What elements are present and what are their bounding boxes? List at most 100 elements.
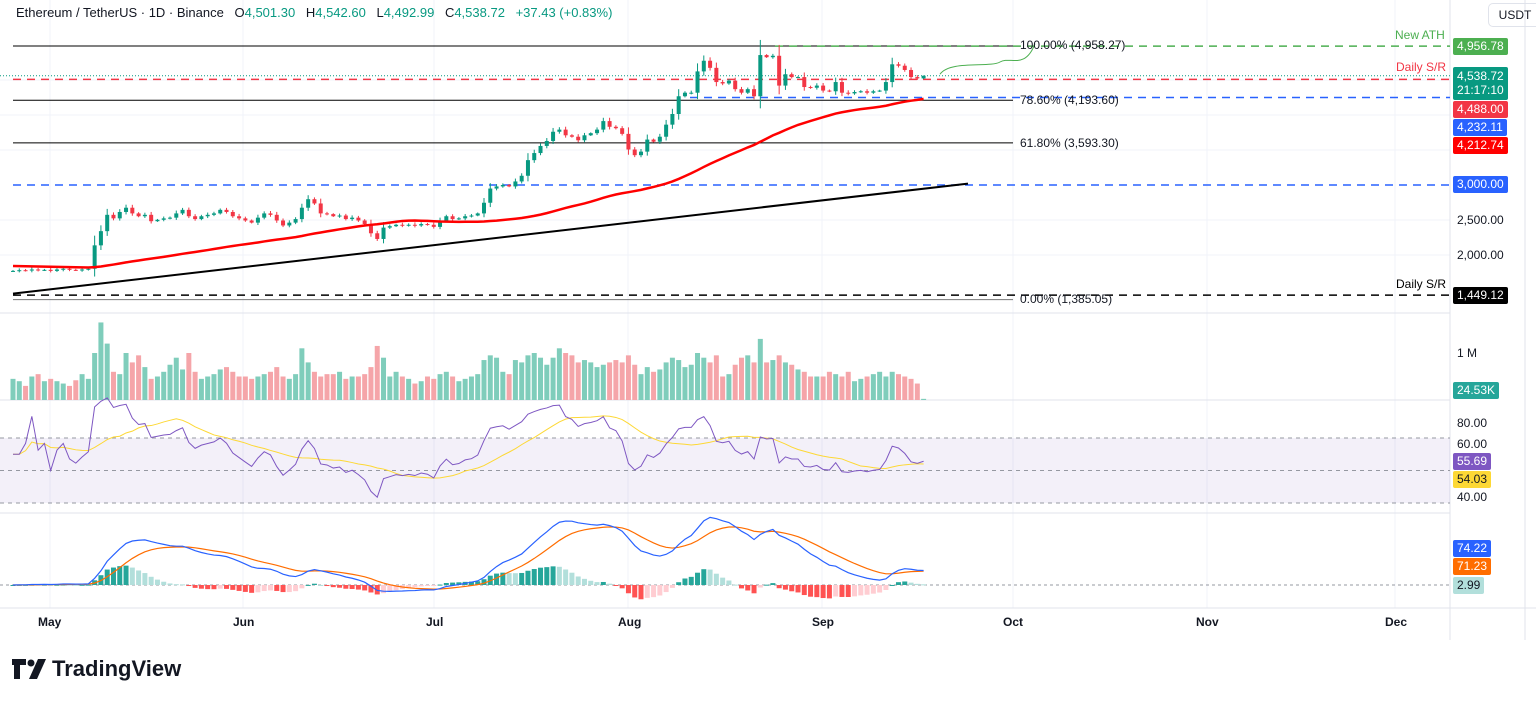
volume-bar [154, 376, 160, 400]
high-label: H [305, 5, 316, 20]
macd-histogram-bar [852, 585, 858, 597]
volume-bar [337, 371, 343, 400]
volume-bar [808, 376, 814, 400]
volume-bar [274, 367, 280, 400]
grid [0, 0, 1450, 608]
volume-bar [236, 376, 242, 400]
volume-bar [600, 364, 606, 400]
macd-histogram-bar [544, 567, 550, 585]
candle-body [268, 213, 273, 215]
candle-body [86, 268, 91, 270]
volume-bar [381, 357, 387, 400]
volume-bar [619, 362, 625, 400]
candle-body [846, 92, 851, 94]
macd-histogram-bar [512, 573, 518, 585]
volume-bar [230, 371, 236, 400]
macd-histogram-bar [519, 572, 525, 585]
candle-body [299, 207, 304, 220]
volume-bar [299, 348, 305, 400]
macd-histogram-bar [362, 585, 368, 591]
volume-bar [311, 371, 317, 400]
volume-bar [563, 353, 569, 400]
volume-bar [902, 376, 908, 400]
candle-body [733, 80, 738, 90]
candle-body [714, 67, 719, 83]
macd-histogram-bar [789, 585, 795, 592]
macd-histogram-bar [129, 567, 135, 585]
volume-bar [701, 357, 707, 400]
macd-histogram-bar [161, 581, 167, 585]
volume-bar [657, 369, 663, 400]
volume-bar [280, 376, 286, 400]
macd-histogram-bar [638, 585, 644, 600]
high-value: 4,542.60 [315, 5, 366, 20]
volume-bar [462, 378, 468, 400]
macd-histogram-bar [833, 585, 839, 597]
volume-bar [895, 374, 901, 400]
fib-100-label: 100.00% (4,958.27) [1020, 38, 1126, 52]
volume-bar [500, 371, 506, 400]
volume-bar [267, 371, 273, 400]
volume-bar [732, 364, 738, 400]
macd-histogram-bar [324, 585, 330, 587]
candle-body [61, 268, 66, 270]
macd-histogram-bar [676, 582, 682, 585]
rsi-tick: 60.00 [1457, 437, 1488, 451]
volume-bar [757, 338, 763, 400]
candle-body [513, 181, 518, 187]
volume-bar [98, 322, 104, 400]
volume-bar [594, 367, 600, 400]
candle-body [620, 128, 625, 134]
macd-histogram-bar [450, 582, 456, 585]
volume-bar [261, 374, 267, 400]
volume-bar [450, 376, 456, 400]
currency-button[interactable]: USDT [1488, 3, 1536, 27]
candle-body [331, 214, 336, 217]
volume-bar [908, 378, 914, 400]
macd-histogram-bar [494, 573, 500, 585]
volume-bar [538, 357, 544, 400]
volume-bar [531, 353, 537, 400]
volume-bar [104, 343, 110, 400]
candle-body [54, 269, 59, 271]
candle-body [482, 202, 486, 214]
macd-histogram-bar [330, 585, 336, 588]
fib-618-label: 61.80% (3,593.30) [1020, 136, 1119, 150]
volume-bar [293, 374, 299, 400]
volume-bar [726, 374, 732, 400]
macd-histogram-bar [525, 570, 531, 585]
candle-body [230, 211, 235, 217]
candle-body [255, 217, 260, 223]
volume-bar [833, 374, 839, 400]
volume-bar [776, 355, 782, 400]
volume-bar [525, 355, 531, 400]
tradingview-logo[interactable]: TradingView [12, 656, 181, 682]
symbol-title[interactable]: Ethereum / TetherUS · 1D · Binance [16, 5, 224, 20]
sma-50-line [12, 97, 924, 269]
macd-histogram-bar [173, 584, 179, 586]
candle-body [701, 60, 706, 72]
macd-histogram-bar [895, 582, 901, 585]
candle-body [588, 133, 593, 136]
macd-histogram-bar [198, 585, 204, 589]
macd-histogram-bar [751, 585, 757, 594]
volume-bar [638, 374, 644, 400]
volume-bar [330, 374, 336, 400]
volume-bar [406, 378, 412, 400]
macd-histogram-bar [902, 581, 908, 585]
pane-separators [0, 0, 1536, 640]
macd-histogram-bar [381, 585, 387, 594]
candle-body [469, 215, 474, 217]
volume-bar [569, 355, 575, 400]
macd-histogram-bar [211, 585, 217, 590]
macd-histogram-bar [180, 584, 186, 586]
macd-histogram-bar [343, 585, 349, 589]
volume-bar [651, 371, 657, 400]
macd-histogram-bar [412, 585, 418, 588]
macd-histogram-bar [355, 585, 361, 590]
horizontal-levels [0, 45, 1450, 301]
macd-histogram-bar [393, 585, 399, 591]
macd-histogram-bar [192, 585, 198, 588]
candle-body [350, 217, 355, 220]
